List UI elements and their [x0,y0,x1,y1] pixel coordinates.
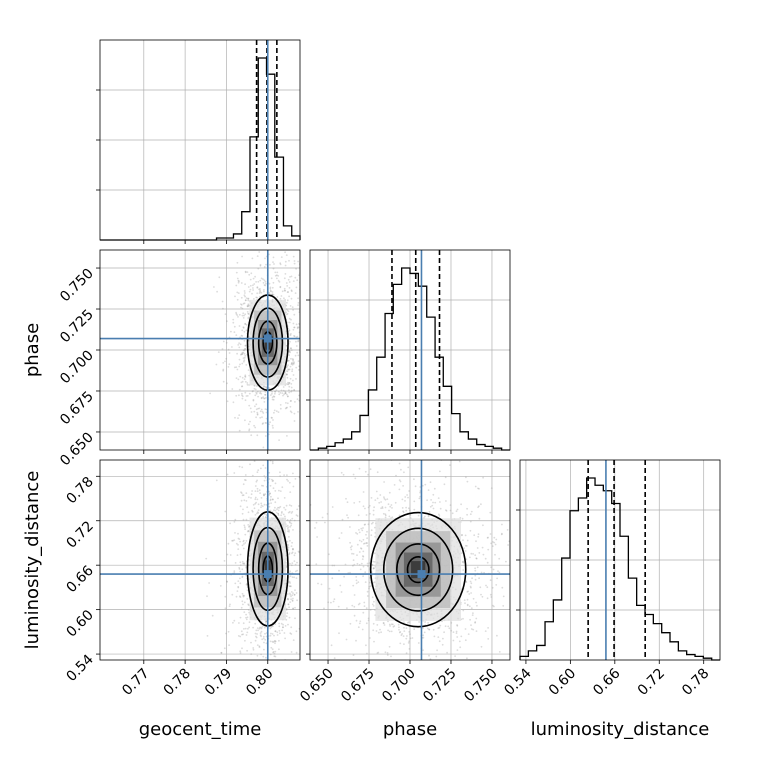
panel-0-ytick-label-3: 0.725 [57,307,97,347]
contour-3 [406,555,430,584]
hist-luminosity_distance-xtick-label-4: 0.78 [679,666,712,699]
hist-phase-frame [309,249,511,451]
panel-1-xtick-label-1: 0.78 [161,666,194,699]
panel-1-xtick-label-2: 0.79 [202,666,235,699]
panel-0-frame [99,249,301,451]
contour-0 [369,511,467,628]
hist-geocent_time-frame [99,39,301,241]
contour-1 [382,527,454,612]
panel-0-ytick-label-4: 0.750 [57,266,97,306]
histogram-geocent_time [100,57,301,241]
y-axis-label-phase: phase [22,323,43,377]
panel-phase-vs-luminosity_distance: 0.650 0.675 0.700 0.725 0.750 [297,460,510,706]
panel-1-xtick-label-0: 0.77 [119,666,152,699]
panel-1-ytick-label-0: 0.54 [63,652,96,685]
hist-panel-phase [306,250,510,454]
hist-panel-geocent_time [96,40,301,244]
panel-0-ytick-label-2: 0.700 [57,348,97,388]
panel-2-xtick-label-2: 0.700 [379,666,419,706]
histogram-phase [310,267,510,451]
hist-luminosity_distance-frame [519,459,721,661]
panel-2-xtick-label-3: 0.725 [420,666,460,706]
panel-1-ytick-label-3: 0.72 [63,518,96,551]
y-axis-label-luminosity-distance: luminosity_distance [22,471,43,650]
hist-luminosity_distance-xtick-label-3: 0.72 [635,666,668,699]
panel-2-xtick-label-1: 0.675 [338,666,378,706]
panel-geocent_time-vs-luminosity_distance: 0.77 0.78 0.79 0.800.540.600.660.720.78 [63,460,300,699]
truth-marker-0 [263,334,272,343]
panel-2-frame [309,459,511,661]
panel-1-ytick-label-1: 0.60 [63,607,96,640]
hist-luminosity_distance-xtick-label-1: 0.60 [546,666,579,699]
contour-2 [396,543,441,597]
panel-2-xtick-label-4: 0.750 [461,666,501,706]
hist-panel-luminosity_distance: 0.54 0.60 0.66 0.72 0.78 [501,460,720,699]
x-axis-label-geocent-time: geocent_time [139,719,262,740]
histogram-luminosity_distance [519,477,720,661]
panel-2-xtick-label-0: 0.650 [297,666,337,706]
panel-0-ytick-label-0: 0.650 [57,429,97,469]
panel-0-ytick-label-1: 0.675 [57,388,97,428]
panel-1-frame [99,459,301,661]
truth-marker-1 [263,570,272,579]
panel-1-xtick-label-3: 0.80 [243,666,276,699]
panel-1-ytick-label-4: 0.78 [63,474,96,507]
x-axis-label-phase: phase [383,719,437,740]
hist-luminosity_distance-xtick-label-2: 0.66 [590,665,623,698]
hist-luminosity_distance-xtick-label-0: 0.54 [501,665,534,698]
x-axis-label-luminosity-distance: luminosity_distance [531,719,710,740]
truth-marker-2 [417,570,426,579]
panel-1-ytick-label-2: 0.66 [63,563,96,596]
